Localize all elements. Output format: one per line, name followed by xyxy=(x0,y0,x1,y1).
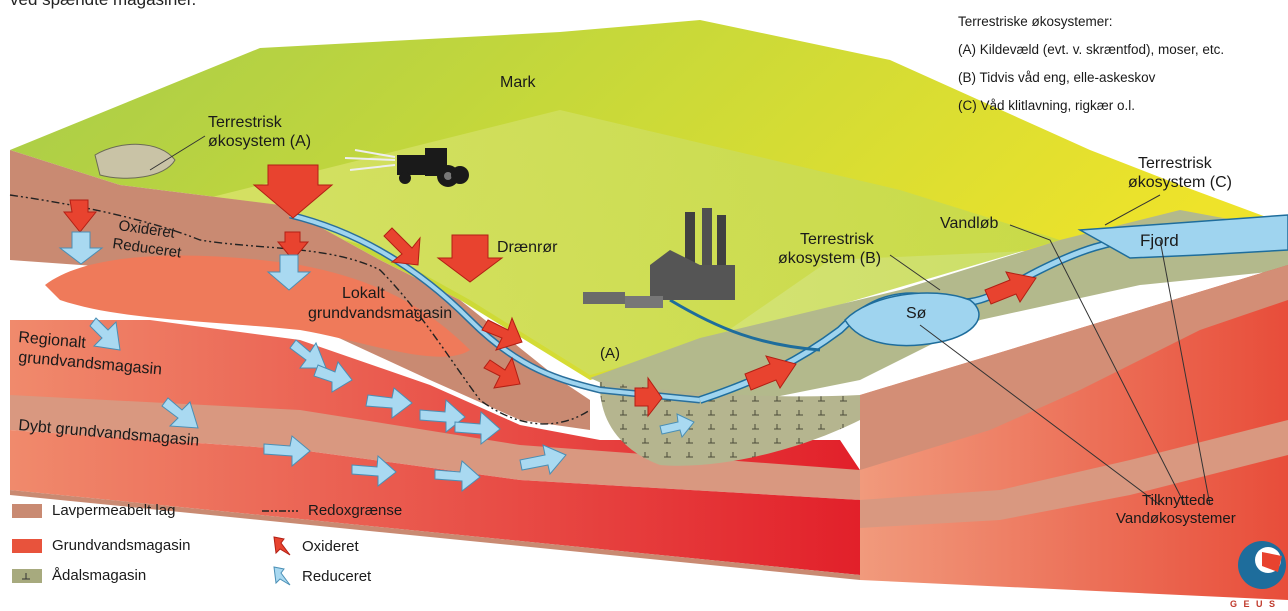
legend-label-redox: Redoxgrænse xyxy=(308,502,403,519)
swatch-low-perm xyxy=(12,503,42,518)
label-eco-a-1: Terrestrisk xyxy=(208,114,283,131)
lake xyxy=(844,292,980,347)
right-face-low-perm-2 xyxy=(860,420,1288,528)
legend-label-oxideret: Oxideret xyxy=(302,537,359,555)
low-perm-bottom-layer xyxy=(10,490,860,580)
spray-lines xyxy=(344,149,396,171)
valley-aquifer xyxy=(599,380,860,466)
legend-label-lavpermeabelt: Lavpermeabelt lag xyxy=(52,502,176,519)
label-fjord: Fjord xyxy=(1140,231,1179,250)
legend-label-grundvandsmagasin: Grundvandsmagasin xyxy=(52,537,191,554)
leader-lines xyxy=(149,135,1211,506)
factory-icon xyxy=(583,208,735,308)
ecosystem-panel-title: Terrestriske økosystemer: xyxy=(958,14,1113,29)
legend-item-redox: Redoxgrænse xyxy=(262,502,402,519)
tractor-icon xyxy=(397,148,469,187)
redox-boundary xyxy=(9,194,591,425)
legend-label-adalsmagasin: Ådalsmagasin xyxy=(52,567,147,584)
factory-drain-line xyxy=(669,298,821,352)
field-strip-light xyxy=(200,110,1060,375)
ecosystem-item-a: (A) Kildevæld (evt. v. skræntfod), moser… xyxy=(958,42,1225,57)
label-eco-c-1: Terrestrisk xyxy=(1138,155,1213,172)
legend-item-oxideret: Oxideret xyxy=(270,535,359,557)
ecosystem-item-c: (C) Våd klitlavning, rigkær o.l. xyxy=(958,98,1136,113)
label-vandlob: Vandløb xyxy=(940,215,999,232)
right-face-low-perm-1 xyxy=(860,265,1288,470)
label-eco-b-2: økosystem (B) xyxy=(778,250,881,267)
logo-text: G E U S xyxy=(1230,599,1277,609)
low-perm-middle-layer xyxy=(10,395,860,500)
swatch-aquifer xyxy=(12,538,42,553)
ecosystem-item-b: (B) Tidvis våd eng, elle-askeskov xyxy=(958,70,1156,85)
swatch-valley-aquifer xyxy=(12,568,42,583)
label-tilknyttede-1: Tilknyttede xyxy=(1142,492,1214,509)
reduced-arrow-icon xyxy=(273,566,291,586)
fjord xyxy=(1077,214,1288,259)
reduced-arrows xyxy=(58,231,695,493)
legend-item-reduceret: Reduceret xyxy=(270,565,371,587)
label-mark: Mark xyxy=(500,74,537,91)
legend-label-reduceret: Reduceret xyxy=(302,567,372,585)
legend-item-adalsmagasin: Ådalsmagasin xyxy=(12,567,146,584)
header-fragment: ved spændte magasiner. xyxy=(10,0,196,10)
label-eco-b-1: Terrestrisk xyxy=(800,231,875,248)
label-eco-c-2: økosystem (C) xyxy=(1128,174,1232,191)
label-lokalt-1: Lokalt xyxy=(342,285,385,302)
deep-aquifer xyxy=(10,430,860,575)
oxidized-arrows xyxy=(62,164,1037,418)
legend-item-lavpermeabelt: Lavpermeabelt lag xyxy=(12,502,175,519)
label-so: Sø xyxy=(906,305,927,322)
label-a-marker: (A) xyxy=(600,345,620,362)
ecosystem-panel: Terrestriske økosystemer: (A) Kildevæld … xyxy=(958,8,1224,120)
label-tilknyttede-2: Vandøkosystemer xyxy=(1116,510,1236,527)
local-aquifer-lens xyxy=(45,255,470,357)
label-draenror: Drænrør xyxy=(497,239,558,256)
label-lokalt-2: grundvandsmagasin xyxy=(308,305,452,322)
wetland-a xyxy=(94,143,176,179)
legend-item-grundvandsmagasin: Grundvandsmagasin xyxy=(12,537,190,554)
redox-line-icon xyxy=(262,509,298,512)
label-eco-a-2: økosystem (A) xyxy=(208,133,311,150)
geus-logo: G E U S xyxy=(1230,541,1286,609)
label-regionalt-1: Regionalt xyxy=(18,329,87,352)
oxidized-arrow-icon xyxy=(273,536,291,556)
